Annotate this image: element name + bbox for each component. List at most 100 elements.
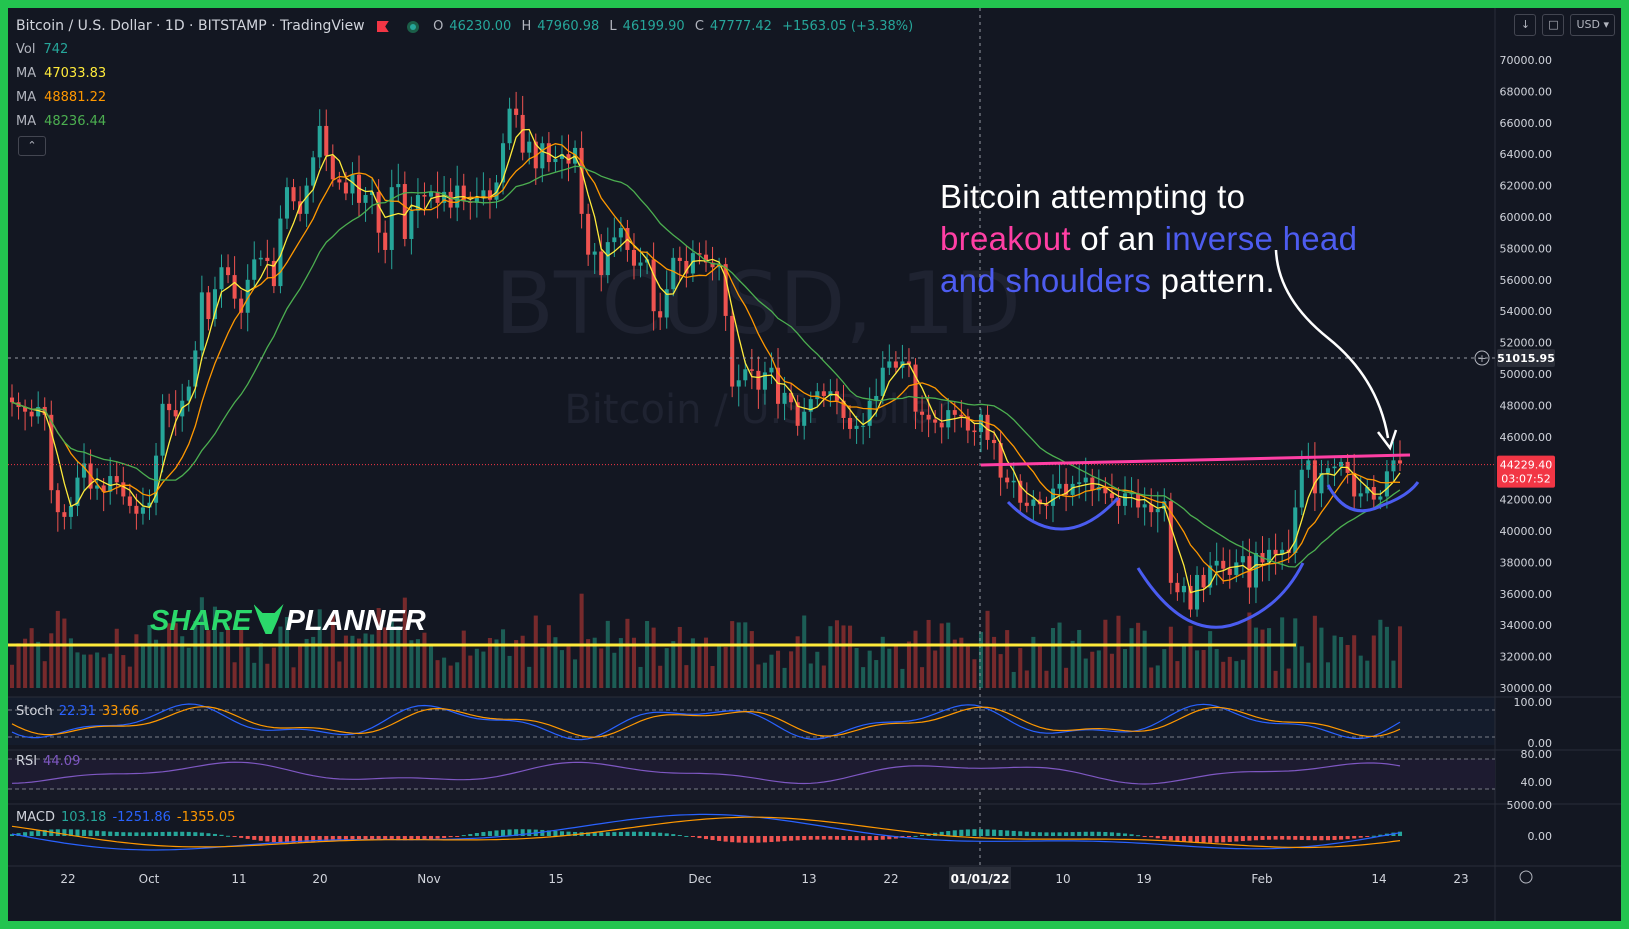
volume-bar: [396, 626, 401, 688]
annotation-arrow: [1274, 249, 1390, 439]
volume-bar: [1057, 622, 1062, 688]
volume-bar: [1293, 618, 1298, 688]
volume-bar: [258, 642, 263, 688]
indicator-ma-fast[interactable]: MA 47033.83: [16, 66, 107, 81]
candle-body: [487, 190, 492, 200]
candle-body: [1378, 496, 1383, 500]
macd-histogram-bar: [1103, 831, 1108, 836]
candle-body: [828, 391, 833, 396]
add-alert-plus-icon: +: [1477, 352, 1486, 365]
macd-histogram-bar: [848, 836, 853, 841]
collapse-legend-button[interactable]: ⌃: [18, 136, 46, 156]
macd-histogram-bar: [1077, 831, 1082, 836]
stoch-axis-label: 0.00: [1528, 737, 1553, 750]
candle-body: [258, 257, 263, 260]
macd-legend[interactable]: MACD 103.18 -1251.86 -1355.05: [16, 810, 236, 825]
flag-icon[interactable]: [376, 21, 389, 32]
volume-bar: [1267, 628, 1272, 688]
fullscreen-icon[interactable]: □: [1542, 14, 1565, 36]
last-price-badge: [1497, 455, 1555, 488]
volume-bar: [906, 641, 911, 688]
macd-histogram-bar: [1057, 832, 1062, 836]
volume-bar: [573, 659, 578, 688]
candle-body: [396, 184, 401, 188]
macd-histogram-bar: [468, 834, 473, 836]
volume-bar: [789, 651, 794, 688]
volume-bar: [409, 640, 414, 688]
candle-body: [1391, 460, 1396, 472]
volume-bar: [828, 626, 833, 688]
candle-body: [1175, 582, 1180, 593]
candle-body: [1227, 568, 1232, 575]
volume-bar: [808, 663, 813, 688]
macd-histogram-bar: [1325, 836, 1331, 841]
stoch-legend[interactable]: Stoch 22.31 33.66: [16, 704, 140, 719]
indicator-ma-slow[interactable]: MA 48236.44: [16, 114, 107, 129]
macd-histogram-bar: [265, 836, 270, 842]
macd-histogram-bar: [854, 836, 859, 841]
download-icon[interactable]: ↓: [1514, 14, 1537, 36]
y-tick-label: 66000.00: [1500, 117, 1553, 130]
volume-bar: [75, 652, 80, 688]
macd-histogram-bar: [232, 836, 237, 837]
volume-bar: [284, 617, 290, 688]
volume-bar: [664, 648, 669, 688]
macd-histogram-bar: [324, 836, 329, 842]
candle-body: [212, 289, 217, 320]
y-tick-label: 40000.00: [1500, 525, 1553, 538]
macd-histogram-bar: [690, 836, 695, 838]
indicator-vol[interactable]: Vol 742: [16, 42, 69, 57]
macd-histogram-bar: [1345, 836, 1350, 840]
macd-histogram-bar: [501, 829, 506, 836]
macd-histogram-bar: [212, 833, 217, 836]
macd-histogram-bar: [245, 836, 250, 839]
candle-body: [350, 174, 355, 194]
candle-body: [186, 386, 191, 401]
candle-body: [226, 267, 231, 276]
symbol-title[interactable]: Bitcoin / U.S. Dollar · 1D · BITSTAMP · …: [16, 18, 365, 34]
candle-body: [435, 191, 440, 203]
candle-body: [36, 406, 41, 417]
macd-histogram-bar: [730, 836, 735, 843]
volume-bar: [1273, 670, 1278, 688]
macd-histogram-bar: [559, 831, 564, 836]
volume-bar: [998, 654, 1003, 688]
volume-bar: [749, 631, 754, 688]
candle-body: [861, 425, 866, 427]
volume-bar: [147, 625, 152, 688]
volume-bar: [867, 650, 872, 688]
volume-bar: [265, 663, 270, 688]
volume-bar: [1365, 660, 1370, 688]
volume-bar: [1378, 619, 1383, 688]
volume-bar: [474, 648, 479, 688]
x-tick-label: 13: [801, 872, 816, 886]
macd-histogram-bar: [81, 829, 87, 836]
macd-histogram-bar: [671, 834, 676, 836]
candle-body: [193, 350, 198, 387]
right-shoulder-drawing: [1326, 481, 1420, 513]
volume-bar: [278, 626, 283, 688]
candle-body: [383, 232, 388, 250]
candle-body: [808, 399, 813, 412]
volume-bar: [101, 657, 106, 688]
macd-histogram-bar: [566, 831, 571, 836]
volume-bar: [1240, 659, 1245, 688]
volume-bar: [180, 636, 185, 688]
y-tick-label: 62000.00: [1500, 180, 1553, 193]
volume-bar: [186, 647, 191, 688]
candle-body: [618, 227, 623, 238]
volume-bar: [1083, 658, 1088, 688]
rsi-legend[interactable]: RSI 44.09: [16, 754, 81, 769]
macd-histogram-bar: [586, 832, 591, 836]
volume-bar: [618, 638, 623, 688]
indicator-ma-mid[interactable]: MA 48881.22: [16, 90, 107, 105]
candle-body: [1083, 477, 1088, 483]
candle-body: [592, 251, 597, 255]
macd-histogram-bar: [258, 836, 263, 841]
volume-bar: [1247, 612, 1252, 688]
currency-selector[interactable]: USD ▾: [1570, 14, 1615, 36]
volume-bar: [1090, 651, 1095, 688]
candle-body: [841, 400, 846, 418]
volume-bar: [743, 622, 748, 688]
